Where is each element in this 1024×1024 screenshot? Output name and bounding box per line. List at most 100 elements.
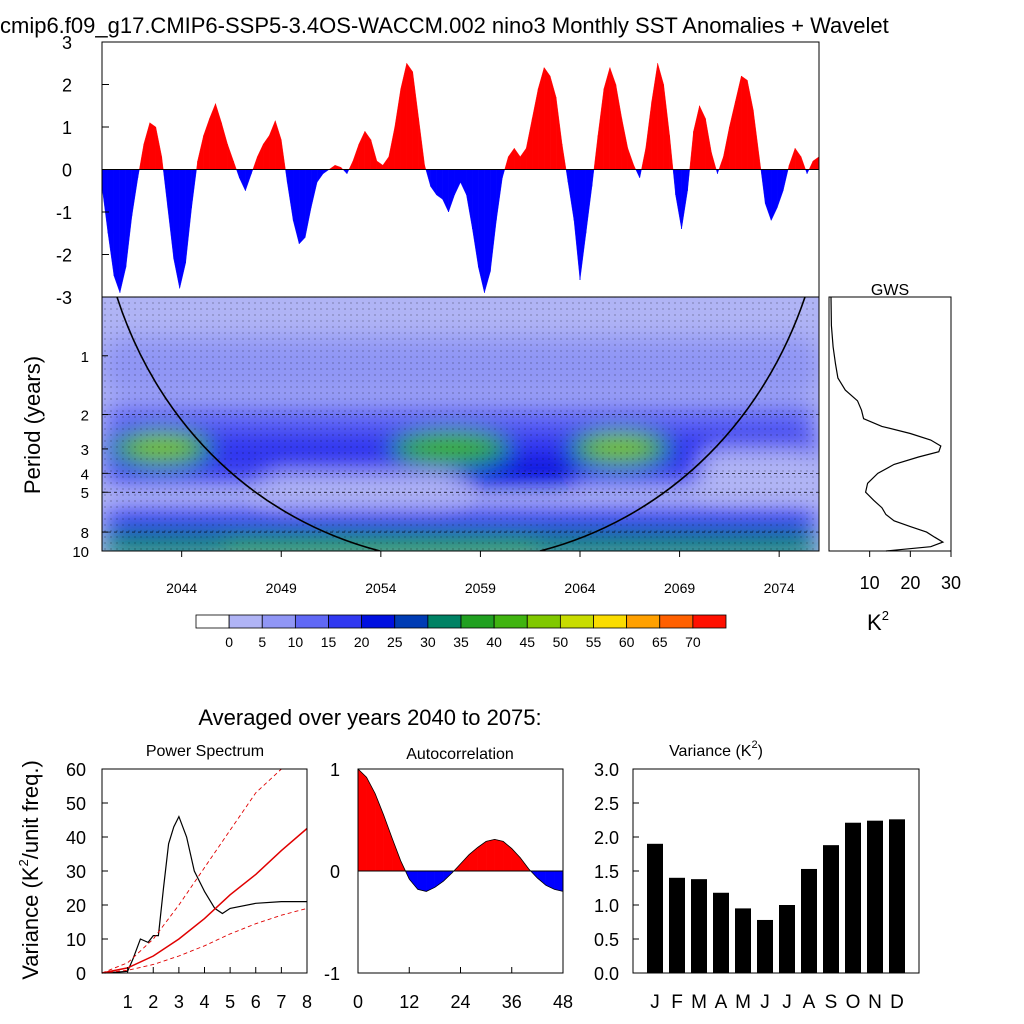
sst-area-segment [496,169,503,221]
ps-ylabel-post: /unit freq.) [18,760,43,859]
sst-area-segment [442,169,449,213]
ps-ytick-label: 20 [66,896,86,916]
ac-area-segment [537,870,547,886]
ac-area-segment [511,848,521,872]
sst-area-segment [603,67,611,170]
sst-area-segment [794,147,802,170]
colorbar-swatch [460,614,495,629]
sst-area-segment [101,169,109,234]
sst-area-segment [209,103,216,170]
colorbar-label: 60 [619,634,635,650]
ps-ylabel-sup: 2 [16,859,31,866]
wavelet-ytick-label: 8 [81,525,89,542]
sst-area-segment [812,156,820,170]
colorbar-swatch [228,614,263,629]
sst-area-segment [776,169,784,208]
sst-area-segment [567,169,575,221]
sst-area-segment [672,169,676,196]
sst-area-segment [657,63,664,170]
ac-xtick-label: 24 [450,992,470,1012]
month-label: M [735,992,751,1013]
colorbar-label: 45 [519,634,535,650]
colorbar-label: 0 [225,634,233,650]
sst-area-segment [233,160,237,170]
colorbar-swatch [626,614,661,629]
sst-area-segment [119,169,127,293]
sst-area-segment [139,143,145,170]
ps-xtick-label: 5 [225,992,235,1012]
ps-xtick-label: 4 [199,992,209,1012]
sst-area-segment [508,147,515,170]
sst-area-segment [759,156,762,170]
ps-ylabel-pre: Variance (K [18,866,43,980]
gws-panel: GWS 10 20 30 K2 [828,282,961,635]
colorbar-label: 25 [387,634,403,650]
wavelet-xtick-label: 2074 [764,580,795,596]
sst-area-segment [424,165,427,170]
colorbar-label: 5 [258,634,266,650]
sst-ytick-label: 1 [62,118,72,138]
gws-frame [828,296,952,552]
colorbar-swatch [261,614,296,629]
sst-area-segment [705,118,712,170]
sst-area-segment [806,169,810,174]
sst-ytick-label: 2 [62,76,72,96]
sst-area-segment [723,126,730,170]
sst-area-segment [805,169,808,174]
var-title-post: ) [758,743,763,760]
var-title-pre: Variance (K [669,743,752,760]
ac-area-segment [494,839,504,872]
sst-area-segment [504,156,509,170]
sst-area-segment [747,80,754,170]
sst-area-segment [322,169,330,175]
colorbar-swatch [328,614,363,629]
sst-area-segment [293,169,300,244]
sst-area-segment [711,152,717,170]
wavelet-xtick-label: 2044 [166,580,197,596]
variance-panel: Variance (K2) 3.02.52.01.51.00.50.0J F M A M… [594,739,920,1013]
colorbar-label: 15 [321,634,337,650]
ps-ylabel: Variance (K2/unit freq.) [16,760,43,980]
sst-area-segment [591,169,595,187]
sst-area-segment [143,122,151,170]
sst-area-segment [275,120,282,170]
sst-area-segment [370,139,378,170]
variance-bar [647,843,663,973]
sst-area-segment [484,169,491,293]
colorbar-swatch [195,614,230,629]
sst-area-segment [466,169,473,230]
gws-xtick-label: 30 [941,573,961,593]
wavelet-ytick-label: 10 [72,544,89,561]
ps-ytick-label: 30 [66,862,86,882]
colorbar-swatch [427,614,462,629]
sst-area-segment [565,169,569,183]
sst-area-segment [364,130,372,170]
sst-area-segment [245,169,252,191]
sst-area-segment [149,122,156,170]
colorbar-swatch [692,614,727,629]
colorbar-swatch [493,614,528,629]
colorbar-label: 50 [553,634,569,650]
sst-area-segment [641,148,646,170]
sst-area-segment [436,169,443,200]
variance-bar [867,820,883,973]
sst-area-segment [760,169,766,204]
ps-series-spectrum [104,815,307,974]
sst-area-segment [615,84,623,170]
sst-area-segment [561,143,567,170]
var-title-sup: 2 [751,739,757,751]
sst-area-segment [304,169,312,238]
gws-unit-base: K [867,610,882,635]
sst-area-segment [161,156,164,170]
sst-area-segment [460,169,467,196]
ac-xtick-label: 36 [502,992,522,1012]
sst-area-segment [741,75,748,170]
sst-area-segment [418,118,425,170]
sst-area-segment [425,169,431,187]
sst-area-segment [800,156,806,170]
sst-area-segment [645,101,652,170]
sst-ytick-label: -1 [56,203,72,223]
colorbar-label: 30 [420,634,436,650]
variance-bar [691,879,707,973]
